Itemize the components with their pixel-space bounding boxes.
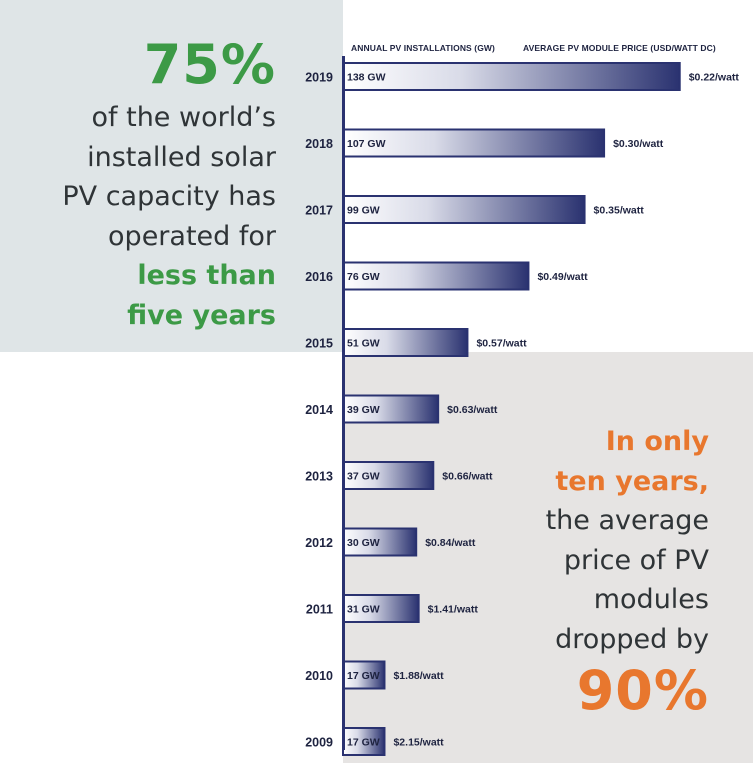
year-label-2018: 2018 [305, 137, 333, 151]
gw-label-2015: 51 GW [347, 338, 380, 350]
bar-2018 [342, 128, 606, 158]
bar-2011 [342, 594, 420, 623]
year-label-2015: 2015 [305, 337, 333, 351]
gw-label-2016: 76 GW [347, 271, 380, 283]
right-line-1: the average [545, 505, 709, 536]
year-label-2012: 2012 [305, 536, 333, 550]
left-headline: 75% of the world’s installed solar PV ca… [0, 32, 276, 335]
bar-2016 [342, 261, 530, 291]
price-label-2017: $0.35/watt [594, 205, 645, 217]
gw-label-2011: 31 GW [347, 604, 380, 616]
price-label-2016: $0.49/watt [537, 271, 588, 283]
gw-label-2017: 99 GW [347, 205, 380, 217]
right-headline: In only ten years, the average price of … [379, 422, 709, 723]
right-highlight-2: ten years, [555, 465, 709, 497]
gw-label-2019: 138 GW [347, 72, 386, 84]
left-highlight-2: five years [127, 299, 276, 331]
price-label-2010: $1.88/watt [393, 670, 444, 682]
gw-label-2013: 37 GW [347, 471, 380, 483]
left-highlight-1: less than [137, 260, 276, 291]
year-label-2014: 2014 [305, 403, 333, 417]
left-line-2: installed solar [87, 141, 276, 173]
year-label-2010: 2010 [305, 669, 333, 683]
top-left-panel [0, 0, 343, 352]
right-line-2: price of PV [563, 544, 709, 576]
price-label-2015: $0.57/watt [476, 338, 527, 350]
left-percentage: 75% [143, 33, 276, 96]
year-label-2019: 2019 [305, 71, 333, 85]
year-label-2009: 2009 [305, 736, 333, 750]
year-label-2013: 2013 [305, 470, 333, 484]
price-column-header: AVERAGE PV MODULE PRICE (USD/WATT DC) [523, 43, 716, 53]
gw-label-2018: 107 GW [347, 138, 386, 150]
price-label-2019: $0.22/watt [689, 72, 740, 84]
price-label-2013: $0.66/watt [442, 471, 493, 483]
left-line-3: PV capacity has [62, 181, 276, 212]
year-label-2016: 2016 [305, 270, 333, 284]
gw-label-2010: 17 GW [347, 670, 380, 682]
right-line-4: dropped by [555, 623, 709, 655]
right-highlight-1: In only [605, 426, 709, 457]
price-label-2009: $2.15/watt [393, 737, 444, 749]
gw-label-2012: 30 GW [347, 537, 380, 549]
left-line-4: operated for [108, 220, 276, 252]
left-line-1: of the world’s [91, 102, 277, 133]
price-label-2011: $1.41/watt [428, 604, 479, 616]
price-label-2014: $0.63/watt [447, 404, 498, 416]
bar-2013 [342, 461, 435, 490]
bar-2010 [342, 660, 386, 690]
gw-label-2009: 17 GW [347, 737, 380, 749]
gw-label-2014: 39 GW [347, 404, 380, 416]
price-label-2012: $0.84/watt [425, 537, 476, 549]
price-label-2018: $0.30/watt [613, 138, 664, 150]
year-label-2011: 2011 [306, 603, 333, 617]
right-line-3: modules [593, 584, 709, 615]
bar-2019 [342, 62, 681, 91]
year-label-2017: 2017 [305, 204, 333, 218]
bar-2014 [342, 394, 440, 424]
right-percentage: 90% [576, 659, 709, 722]
installations-column-header: ANNUAL PV INSTALLATIONS (GW) [351, 43, 495, 53]
